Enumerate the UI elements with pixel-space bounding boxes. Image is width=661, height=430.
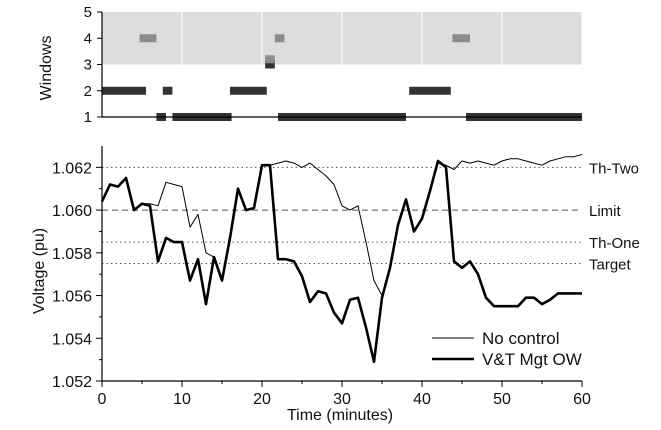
- voltage-y-tick-label: 1.052: [52, 374, 92, 391]
- voltage-axes: [96, 146, 583, 387]
- windows-y-tick-label: 5: [84, 4, 92, 21]
- voltage-series: [100, 154, 583, 364]
- window-segment: [274, 34, 285, 43]
- windows-y-tick-label: 2: [84, 83, 92, 100]
- window-segment: [102, 86, 146, 95]
- windows-gridlines: [181, 12, 583, 117]
- reference-line-label: Th-Two: [589, 160, 639, 177]
- windows-axes: [97, 11, 582, 118]
- reference-line-label: Target: [589, 257, 632, 274]
- voltage-y-tick-labels: 1.052 1.054 1.056 1.058 1.060 1.062: [52, 160, 92, 391]
- legend: No control V&T Mgt OW: [432, 329, 582, 369]
- reference-lines: [102, 166, 582, 264]
- voltage-x-tick-labels: 0 10 20 30 40 50 60: [98, 391, 591, 408]
- x-tick-label: 10: [173, 391, 191, 408]
- voltage-panel: 1.052 1.054 1.056 1.058 1.060 1.062 0 10 20 30 40…: [31, 146, 640, 424]
- reference-line-labels: Th-Two Limit Th-One Target: [589, 160, 640, 273]
- windows-y-tick-labels: 1 2 3 4 5: [84, 4, 92, 126]
- windows-y-tick-label: 3: [84, 57, 92, 74]
- window-segment: [230, 86, 267, 95]
- window-segment: [452, 34, 470, 43]
- windows-y-axis-label: Windows: [38, 36, 55, 101]
- legend-label: V&T Mgt OW: [482, 350, 582, 369]
- window-segment: [265, 55, 275, 64]
- voltage-y-tick-label: 1.060: [52, 203, 92, 220]
- voltage-y-tick-label: 1.054: [52, 331, 92, 348]
- x-tick-label: 0: [98, 391, 107, 408]
- series-line-no-control: [101, 154, 583, 296]
- x-tick-label: 30: [333, 391, 351, 408]
- legend-label: No control: [482, 329, 559, 348]
- series-line-vt-mgt-ow: [100, 159, 582, 364]
- voltage-y-tick-label: 1.058: [52, 246, 92, 263]
- voltage-y-tick-label: 1.062: [52, 160, 92, 177]
- windows-y-tick-label: 4: [84, 30, 92, 47]
- x-axis-label: Time (minutes): [287, 407, 393, 424]
- reference-line-label: Th-One: [589, 235, 640, 252]
- windows-y-tick-label: 1: [84, 109, 92, 126]
- window-segment: [162, 86, 173, 95]
- x-tick-label: 20: [253, 391, 271, 408]
- windows-panel: 1 2 3 4 5 Windows: [38, 4, 583, 126]
- x-tick-label: 50: [493, 391, 511, 408]
- x-tick-label: 60: [573, 391, 591, 408]
- window-segment: [265, 60, 275, 69]
- window-segment: [409, 86, 451, 95]
- window-segment: [139, 34, 157, 43]
- reference-line-label: Limit: [589, 203, 622, 220]
- x-tick-label: 40: [413, 391, 431, 408]
- voltage-y-axis-label: Voltage (pu): [31, 228, 48, 314]
- voltage-y-tick-label: 1.056: [52, 289, 92, 306]
